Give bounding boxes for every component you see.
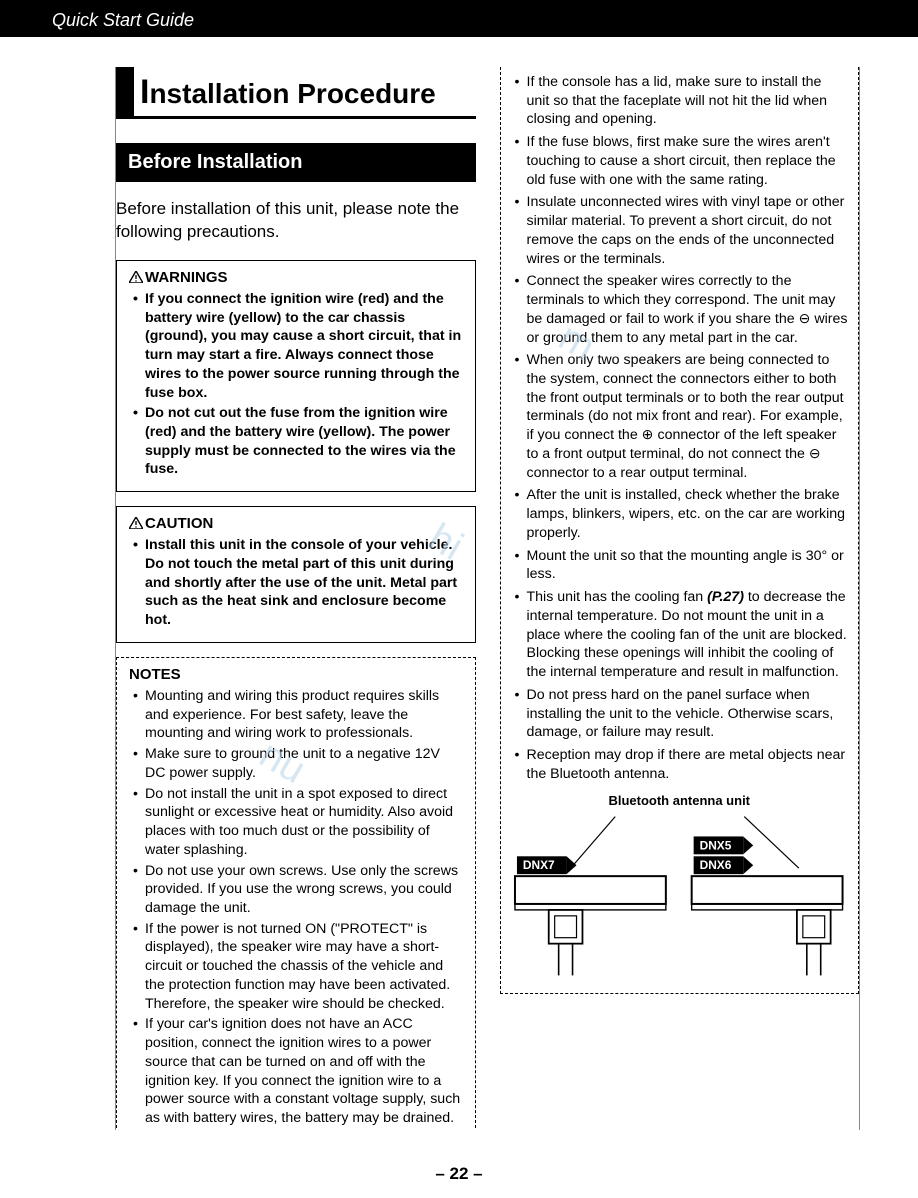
dnx6-label: DNX6 [699, 859, 731, 873]
note-item: Do not press hard on the panel surface w… [515, 686, 849, 742]
caution-line1: Install this unit in the console of your… [145, 537, 452, 553]
header-bar: Quick Start Guide [0, 0, 918, 37]
page-wrap: Quick Start Guide Installation Procedure… [0, 0, 918, 1198]
sub-heading: Before Installation [116, 143, 476, 182]
warnings-list: If you connect the ignition wire (red) a… [129, 290, 463, 479]
title-accent-bar [116, 67, 134, 116]
note-item: Do not use your own screws. Use only the… [133, 862, 463, 918]
note-item-cooling: This unit has the cooling fan (P.27) to … [515, 588, 849, 682]
note-item: Mounting and wiring this product require… [133, 687, 463, 743]
warning-item: Do not cut out the fuse from the ignitio… [133, 404, 463, 479]
note-item: Insulate unconnected wires with vinyl ta… [515, 193, 849, 268]
note-item: After the unit is installed, check wheth… [515, 486, 849, 542]
dnx7-label: DNX7 [522, 859, 554, 873]
note-item: When only two speakers are being connect… [515, 351, 849, 482]
caution-line2: Do not touch the metal part of this unit… [145, 556, 457, 628]
notes-title: NOTES [129, 666, 463, 683]
note-item: Connect the speaker wires correctly to t… [515, 272, 849, 347]
warnings-title-text: WARNINGS [145, 269, 228, 286]
note-item: Mount the unit so that the mounting angl… [515, 547, 849, 584]
note-item: Reception may drop if there are metal ob… [515, 746, 849, 783]
bluetooth-diagram-title: Bluetooth antenna unit [511, 793, 849, 808]
warning-icon [129, 270, 143, 287]
notes-left-list: Mounting and wiring this product require… [129, 687, 463, 1128]
page-number-value: 22 [450, 1164, 469, 1183]
main-title-block: Installation Procedure [116, 67, 476, 119]
warning-item: If you connect the ignition wire (red) a… [133, 290, 463, 402]
cooling-ref: (P.27) [707, 589, 744, 605]
note-item: Make sure to ground the unit to a negati… [133, 745, 463, 782]
warnings-box: WARNINGS If you connect the ignition wir… [116, 260, 476, 492]
warnings-title: WARNINGS [129, 269, 463, 286]
main-title: Installation Procedure [140, 67, 436, 116]
note-item: If the fuse blows, first make sure the w… [515, 133, 849, 189]
notes-box-left: NOTES Mounting and wiring this product r… [116, 657, 476, 1128]
main-title-rest: nstallation Procedure [149, 78, 435, 109]
header-title: Quick Start Guide [52, 10, 194, 30]
caution-title: CAUTION [129, 515, 463, 532]
intro-text: Before installation of this unit, please… [116, 198, 476, 244]
dnx5-label: DNX5 [699, 839, 731, 853]
bluetooth-diagram: DNX7 D [511, 816, 849, 976]
page-number: – 22 – [0, 1140, 918, 1198]
warning-icon [129, 516, 143, 533]
cooling-a: This unit has the cooling fan [527, 589, 708, 605]
page-columns: Installation Procedure Before Installati… [0, 37, 918, 1140]
notes-right-list: If the console has a lid, make sure to i… [511, 73, 849, 783]
note-item: If the power is not turned ON ("PROTECT"… [133, 920, 463, 1014]
caution-box: CAUTION Install this unit in the console… [116, 506, 476, 643]
caution-list: Install this unit in the console of your… [129, 536, 463, 630]
note-item: If your car's ignition does not have an … [133, 1015, 463, 1127]
right-column: If the console has a lid, make sure to i… [500, 67, 861, 1130]
caution-item: Install this unit in the console of your… [133, 536, 463, 630]
notes-box-right: If the console has a lid, make sure to i… [500, 67, 860, 994]
left-column: Installation Procedure Before Installati… [115, 67, 476, 1130]
caution-title-text: CAUTION [145, 515, 213, 532]
note-item: Do not install the unit in a spot expose… [133, 785, 463, 860]
note-item: If the console has a lid, make sure to i… [515, 73, 849, 129]
